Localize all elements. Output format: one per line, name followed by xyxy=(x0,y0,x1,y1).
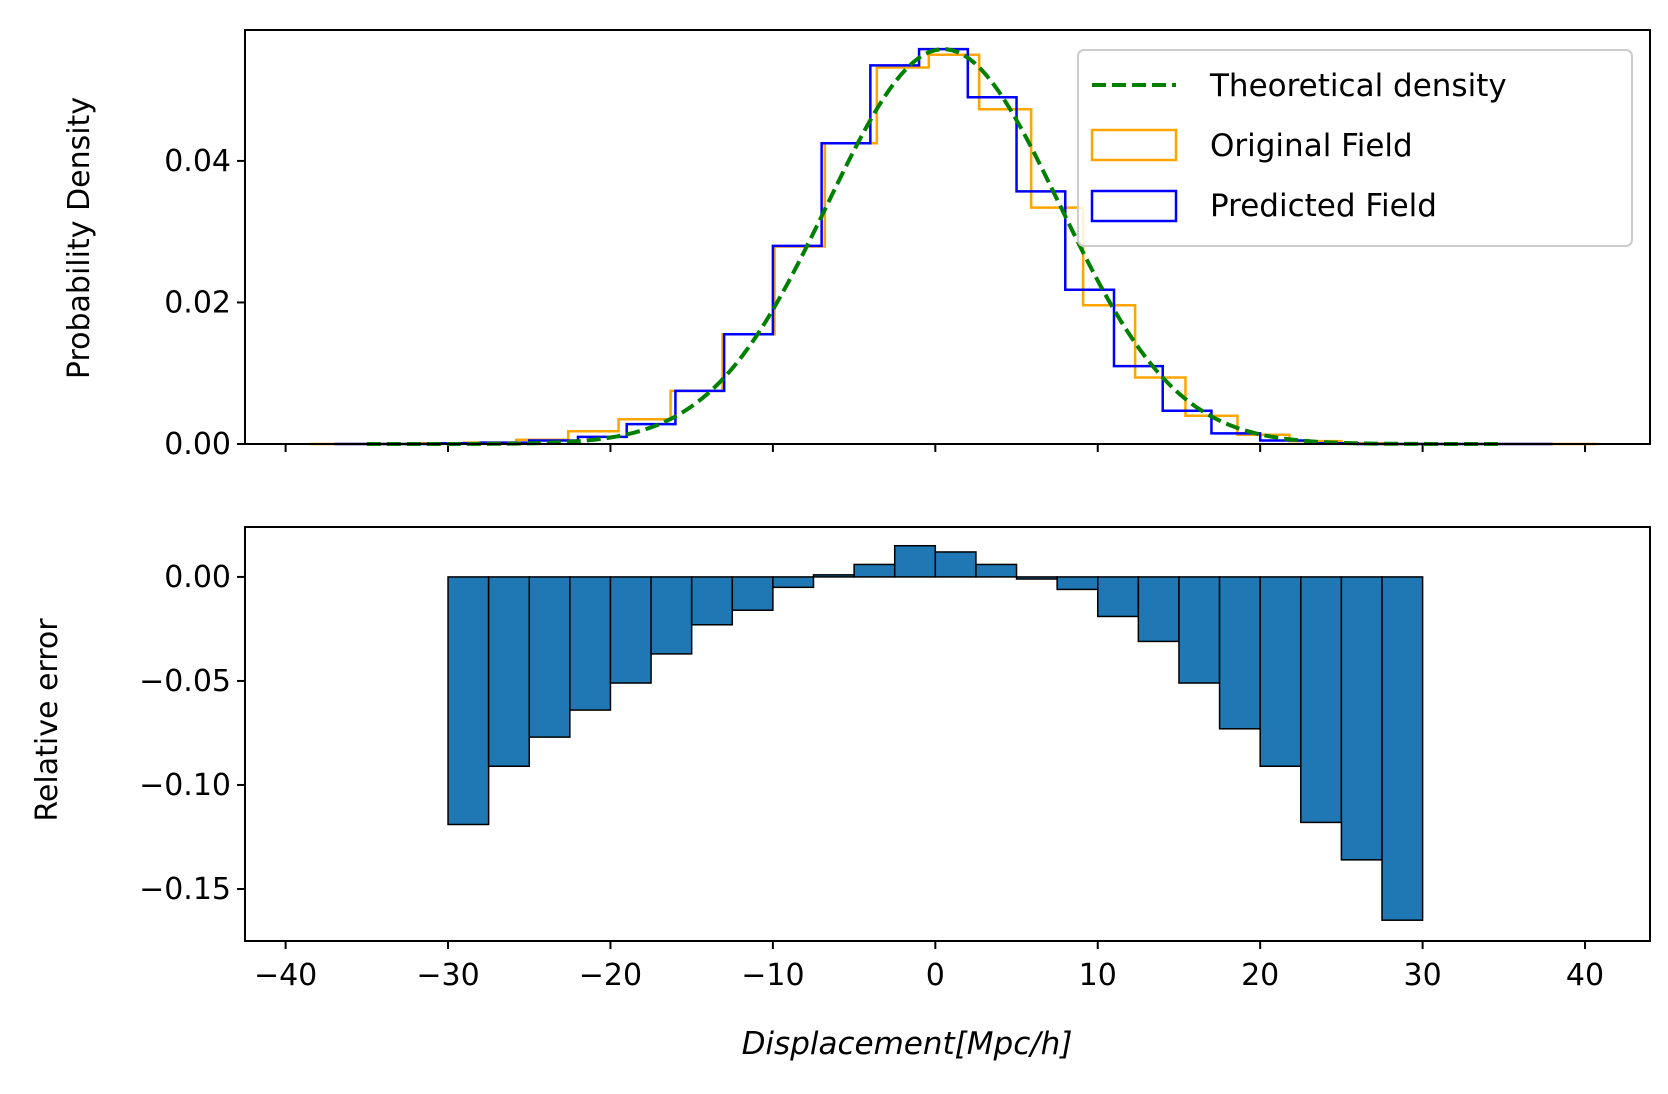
error-bar xyxy=(447,576,490,826)
error-bar xyxy=(975,563,1018,578)
top-axes-frame xyxy=(244,29,1651,445)
error-bar xyxy=(690,576,734,626)
bottom-xtick-label: 10 xyxy=(1079,958,1117,993)
legend-box xyxy=(1077,49,1633,247)
error-bar xyxy=(731,576,774,611)
error-bar xyxy=(609,576,652,684)
error-bar xyxy=(1259,576,1302,767)
legend-predicted-swatch xyxy=(1090,189,1178,223)
legend-original-label: Original Field xyxy=(1210,128,1413,164)
error-bar xyxy=(1381,576,1424,921)
error-bar xyxy=(1056,576,1099,591)
error-bar xyxy=(1300,576,1343,824)
top-plot-area xyxy=(309,47,1599,446)
error-bar xyxy=(1137,576,1180,643)
error-bar xyxy=(569,576,612,711)
top-ytick-label: 0.00 xyxy=(164,427,231,462)
bottom-bars xyxy=(447,544,1424,921)
error-bar xyxy=(1218,576,1261,730)
bottom-xlabel: Displacement[Mpc/h] xyxy=(742,1026,1073,1062)
bottom-panel: Relative error 0.00 −0.05 −0.10 −0.15 −40 −3… xyxy=(30,526,1651,1062)
bottom-ytick-label: −0.05 xyxy=(139,664,231,699)
legend-predicted-label: Predicted Field xyxy=(1210,188,1437,224)
bottom-xtick-label: 20 xyxy=(1241,958,1279,993)
error-bar xyxy=(528,576,571,738)
error-bar xyxy=(934,551,977,578)
bottom-x-ticks: −40 −30 −20 −10 0 10 20 30 40 xyxy=(254,941,1604,993)
bottom-xtick-label: 40 xyxy=(1566,958,1604,993)
error-bar xyxy=(1096,576,1140,618)
error-bar xyxy=(650,576,693,655)
error-bar xyxy=(1340,576,1383,861)
bottom-xtick-label: −30 xyxy=(416,958,479,993)
legend-theory-label: Theoretical density xyxy=(1209,68,1507,104)
bottom-xtick-label: 30 xyxy=(1404,958,1442,993)
bottom-ytick-label: −0.15 xyxy=(139,872,231,907)
bottom-ytick-label: 0.00 xyxy=(164,560,231,595)
theoretical-density-curve xyxy=(366,47,1504,446)
top-ylabel: Probability Density xyxy=(62,97,97,379)
bottom-y-ticks: 0.00 −0.05 −0.10 −0.15 xyxy=(139,560,245,907)
error-bar xyxy=(487,576,530,767)
bottom-axes-frame xyxy=(244,526,1651,942)
top-panel: Probability Density 0.00 0.02 0.04 Theoret… xyxy=(62,29,1651,462)
top-ytick-label: 0.02 xyxy=(164,285,231,320)
top-x-ticks xyxy=(284,444,1587,452)
bottom-xtick-label: −40 xyxy=(254,958,317,993)
error-bar xyxy=(812,574,855,578)
top-y-ticks: 0.00 0.02 0.04 xyxy=(164,144,245,462)
error-bar xyxy=(1178,576,1221,684)
bottom-ylabel: Relative error xyxy=(30,618,65,822)
bottom-ytick-label: −0.10 xyxy=(139,768,231,803)
error-bar xyxy=(853,563,896,578)
error-bar xyxy=(893,544,937,578)
error-bar xyxy=(1015,576,1058,580)
legend: Theoretical density Original Field Predi… xyxy=(1077,49,1633,247)
bottom-xtick-label: −20 xyxy=(579,958,642,993)
error-bar xyxy=(772,576,815,589)
legend-original-swatch xyxy=(1090,128,1178,162)
bottom-xtick-label: −10 xyxy=(741,958,804,993)
bottom-xtick-label: 0 xyxy=(926,958,945,993)
top-ytick-label: 0.04 xyxy=(164,144,231,179)
